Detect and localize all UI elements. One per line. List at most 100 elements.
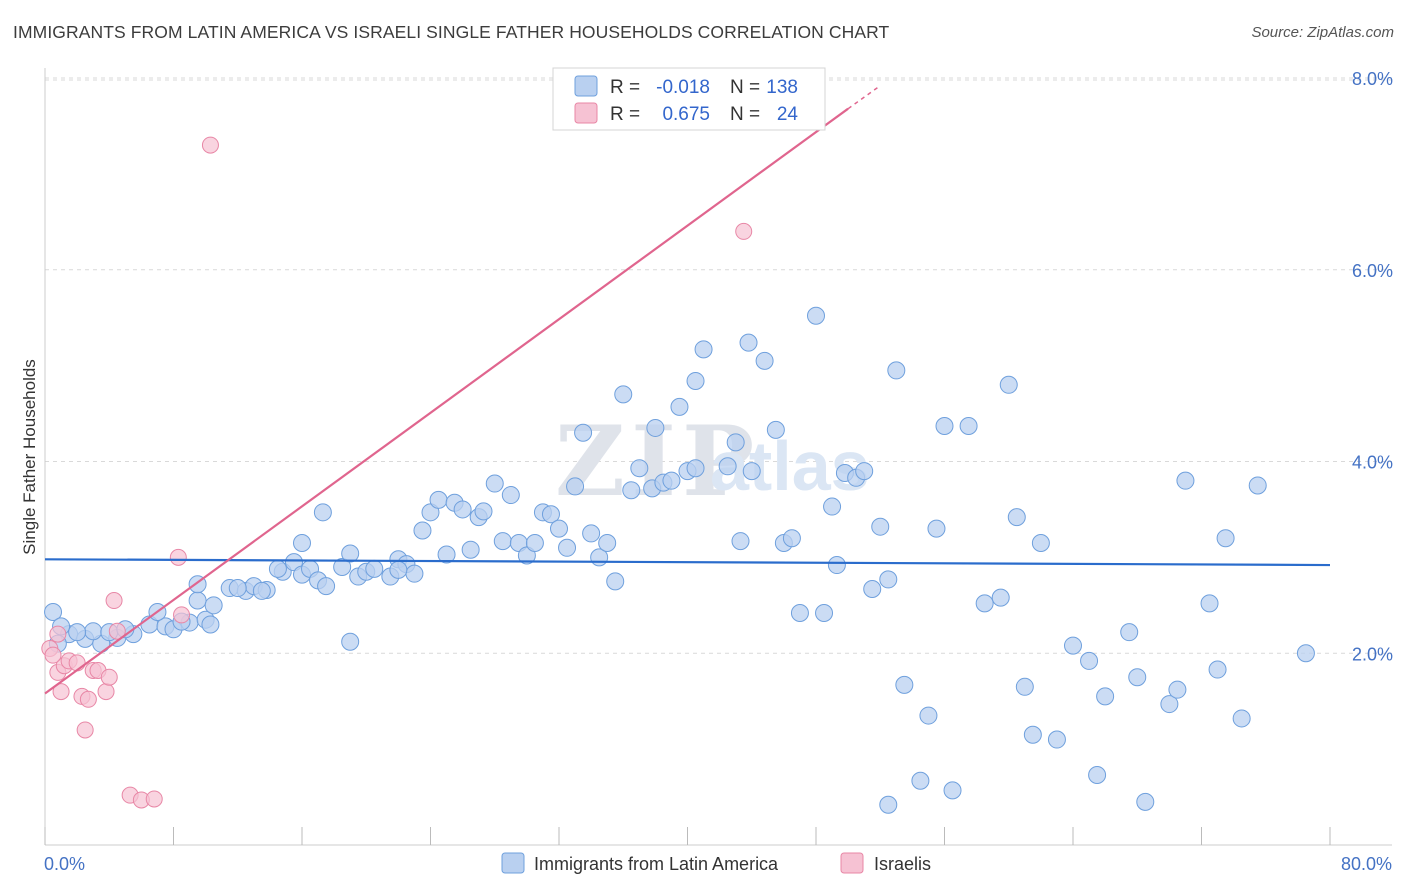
point-immigrants-59 — [541, 505, 560, 524]
chart-title: IMMIGRANTS FROM LATIN AMERICA VS ISRAELI… — [13, 22, 890, 42]
point-immigrants-134 — [68, 623, 87, 642]
point-immigrants-74 — [662, 471, 681, 490]
point-immigrants-83 — [742, 462, 761, 481]
point-immigrants-72 — [646, 418, 665, 437]
point-immigrants-99 — [887, 361, 906, 380]
point-israelis-20 — [173, 606, 191, 624]
point-immigrants-106 — [959, 417, 978, 436]
point-immigrants-84 — [755, 351, 774, 370]
point-immigrants-5 — [84, 622, 103, 641]
point-immigrants-116 — [1080, 651, 1099, 670]
y-tick-label-0: 2.0% — [1352, 644, 1393, 664]
y-tick-label-3: 8.0% — [1352, 69, 1393, 89]
y-tick-label-2: 6.0% — [1352, 261, 1393, 281]
point-immigrants-107 — [975, 594, 994, 613]
y-tick-label-1: 4.0% — [1352, 453, 1393, 473]
trend-line-israelis — [44, 107, 849, 695]
point-immigrants-69 — [622, 481, 641, 500]
point-immigrants-90 — [815, 603, 834, 622]
point-immigrants-103 — [927, 519, 946, 538]
point-immigrants-53 — [493, 532, 512, 551]
point-israelis-14 — [105, 592, 123, 610]
point-israelis-22 — [735, 222, 753, 240]
point-immigrants-92 — [827, 556, 846, 575]
point-immigrants-77 — [686, 371, 705, 390]
point-immigrants-48 — [453, 500, 472, 519]
point-immigrants-137 — [389, 560, 408, 579]
point-israelis-13 — [100, 668, 118, 686]
point-immigrants-91 — [823, 497, 842, 516]
point-immigrants-39 — [228, 579, 247, 598]
point-immigrants-127 — [1216, 529, 1235, 548]
legend-r-label-1: R = — [610, 104, 640, 125]
point-immigrants-43 — [413, 521, 432, 540]
point-immigrants-15 — [188, 591, 207, 610]
legend-n-value-0: 138 — [766, 77, 798, 98]
point-immigrants-46 — [437, 545, 456, 564]
point-immigrants-64 — [582, 524, 601, 543]
point-immigrants-16 — [204, 596, 223, 615]
point-immigrants-60 — [550, 519, 568, 538]
point-immigrants-100 — [895, 675, 914, 694]
point-immigrants-30 — [341, 544, 360, 563]
point-immigrants-115 — [1064, 636, 1082, 655]
point-immigrants-82 — [739, 333, 758, 352]
x-tick-label-1: 80.0% — [1341, 854, 1392, 874]
point-immigrants-131 — [879, 795, 898, 814]
point-immigrants-28 — [317, 577, 336, 596]
point-immigrants-122 — [1160, 695, 1179, 714]
point-immigrants-61 — [558, 538, 577, 557]
point-immigrants-70 — [630, 459, 649, 478]
point-immigrants-66 — [598, 533, 617, 552]
point-immigrants-118 — [1096, 687, 1115, 706]
point-immigrants-17 — [201, 615, 220, 634]
point-immigrants-29 — [333, 557, 352, 576]
point-immigrants-75 — [670, 397, 689, 416]
point-immigrants-54 — [501, 486, 520, 505]
point-immigrants-120 — [1128, 668, 1147, 687]
watermark: ZIP atlas — [555, 405, 870, 518]
legend-r-value-1: 0.675 — [662, 104, 710, 125]
point-immigrants-110 — [1007, 508, 1026, 527]
point-immigrants-108 — [991, 588, 1010, 607]
point-immigrants-126 — [1208, 660, 1227, 679]
point-israelis-21 — [201, 136, 219, 154]
point-immigrants-97 — [871, 517, 890, 536]
point-immigrants-98 — [879, 570, 898, 589]
point-immigrants-124 — [1176, 471, 1195, 490]
bottom-legend: Immigrants from Latin America Israelis — [501, 852, 931, 874]
bottom-legend-swatch-pink — [840, 852, 864, 874]
point-israelis-18 — [145, 790, 163, 808]
point-immigrants-138 — [686, 459, 705, 478]
point-immigrants-51 — [474, 502, 493, 521]
point-immigrants-114 — [1047, 730, 1066, 749]
grid-lines — [45, 77, 1392, 654]
trend-line-immigrants — [44, 558, 1331, 567]
trend-line-israelis-extension — [847, 85, 881, 110]
legend: R = -0.018 N = 138 R = 0.675 N = 24 — [552, 67, 826, 131]
point-immigrants-45 — [429, 490, 448, 509]
x-tick-labels: 0.0% 80.0% — [44, 854, 1392, 874]
point-immigrants-112 — [1023, 725, 1042, 744]
point-immigrants-49 — [461, 540, 480, 559]
point-immigrants-105 — [943, 781, 962, 800]
point-immigrants-68 — [614, 385, 633, 404]
point-immigrants-111 — [1015, 677, 1034, 696]
point-immigrants-62 — [566, 477, 585, 496]
series-immigrants-points — [44, 306, 1315, 814]
legend-swatch-pink — [574, 102, 598, 124]
point-israelis-9 — [79, 690, 97, 708]
point-immigrants-129 — [1248, 476, 1267, 495]
point-immigrants-128 — [1232, 709, 1251, 728]
point-immigrants-87 — [782, 529, 801, 548]
point-immigrants-109 — [999, 375, 1018, 394]
point-immigrants-57 — [525, 533, 544, 552]
point-immigrants-33 — [365, 559, 384, 578]
point-immigrants-117 — [1088, 766, 1107, 785]
point-immigrants-40 — [252, 581, 271, 600]
point-israelis-6 — [68, 654, 86, 672]
legend-n-label-0: N = — [730, 77, 760, 98]
point-immigrants-123 — [1168, 680, 1187, 699]
bottom-legend-label-0: Immigrants from Latin America — [534, 854, 779, 874]
point-immigrants-41 — [293, 533, 311, 552]
